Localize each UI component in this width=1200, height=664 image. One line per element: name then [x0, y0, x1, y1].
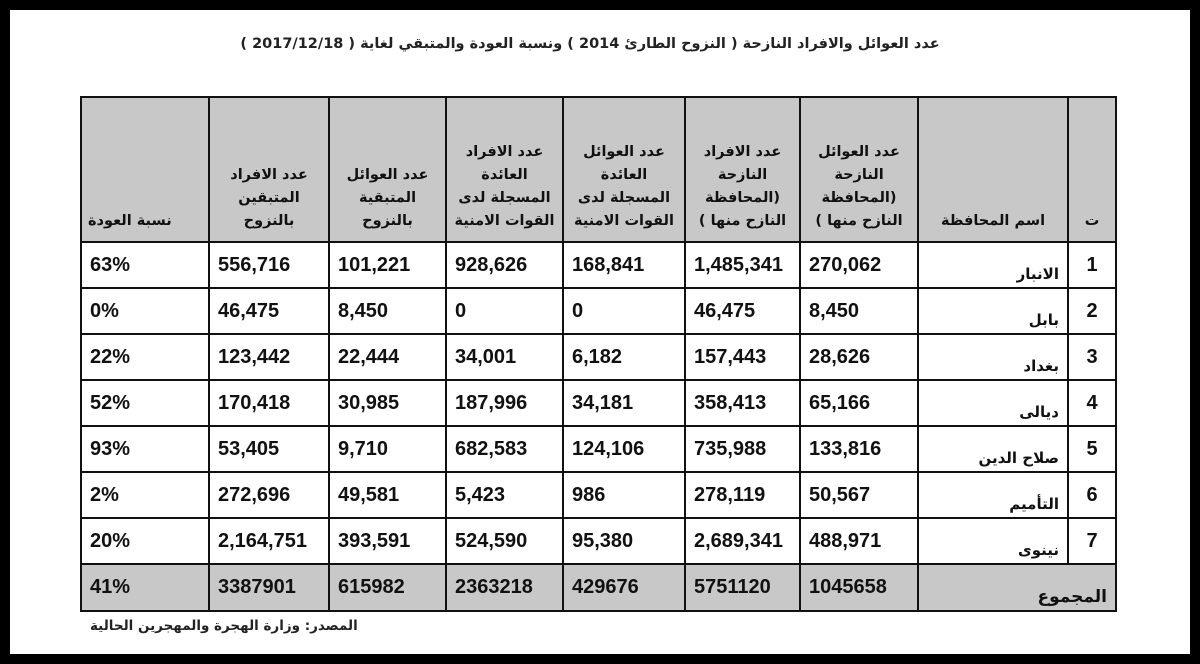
table-row: 7 نينوى 488,971 2,689,341 95,380 524,590…	[80, 517, 1117, 565]
table-row: 1 الانبار 270,062 1,485,341 168,841 928,…	[80, 241, 1117, 289]
cell-return-rate: 93%	[80, 425, 210, 473]
table-row: 5 صلاح الدين 133,816 735,988 124,106 682…	[80, 425, 1117, 473]
total-remaining-individuals: 3387901	[208, 563, 330, 612]
cell-remaining-individuals: 46,475	[208, 287, 330, 335]
cell-returned-families: 6,182	[562, 333, 686, 381]
header-displaced-individuals: عدد الافراد النازحة (المحافظة النازح منه…	[684, 96, 801, 243]
cell-remaining-individuals: 53,405	[208, 425, 330, 473]
row-index: 6	[1067, 471, 1117, 519]
cell-returned-individuals: 524,590	[445, 517, 564, 565]
cell-remaining-individuals: 272,696	[208, 471, 330, 519]
header-index: ت	[1067, 96, 1117, 243]
row-index: 5	[1067, 425, 1117, 473]
row-index: 2	[1067, 287, 1117, 335]
cell-return-rate: 20%	[80, 517, 210, 565]
row-governorate: بابل	[917, 287, 1069, 335]
cell-returned-families: 95,380	[562, 517, 686, 565]
cell-remaining-families: 30,985	[328, 379, 447, 427]
cell-return-rate: 22%	[80, 333, 210, 381]
cell-displaced-families: 8,450	[799, 287, 919, 335]
row-governorate: نينوى	[917, 517, 1069, 565]
header-governorate: اسم المحافظة	[917, 96, 1069, 243]
header-remaining-individuals: عدد الافراد المتبقين بالنزوح	[208, 96, 330, 243]
cell-remaining-individuals: 2,164,751	[208, 517, 330, 565]
document-sheet: عدد العوائل والافراد النازحة ( النزوح ال…	[10, 10, 1190, 654]
header-return-rate: نسبة العودة	[80, 96, 210, 243]
cell-displaced-families: 50,567	[799, 471, 919, 519]
cell-displaced-individuals: 1,485,341	[684, 241, 801, 289]
cell-returned-families: 986	[562, 471, 686, 519]
cell-displaced-individuals: 2,689,341	[684, 517, 801, 565]
header-remaining-families: عدد العوائل المتبقية بالنزوح	[328, 96, 447, 243]
cell-returned-families: 124,106	[562, 425, 686, 473]
source-note: المصدر: وزارة الهجرة والمهجرين الحالية	[90, 618, 358, 634]
row-index: 3	[1067, 333, 1117, 381]
cell-remaining-individuals: 123,442	[208, 333, 330, 381]
table-row: 3 بغداد 28,626 157,443 6,182 34,001 22,4…	[80, 333, 1117, 381]
total-displaced-families: 1045658	[799, 563, 919, 612]
total-return-rate: 41%	[80, 563, 210, 612]
row-governorate: التأميم	[917, 471, 1069, 519]
row-governorate: صلاح الدين	[917, 425, 1069, 473]
cell-return-rate: 63%	[80, 241, 210, 289]
header-row: ت اسم المحافظة عدد العوائل النازحة (المح…	[80, 96, 1117, 243]
table-title: عدد العوائل والافراد النازحة ( النزوح ال…	[240, 36, 940, 52]
row-index: 4	[1067, 379, 1117, 427]
cell-displaced-families: 65,166	[799, 379, 919, 427]
cell-remaining-individuals: 556,716	[208, 241, 330, 289]
total-remaining-families: 615982	[328, 563, 447, 612]
cell-remaining-families: 22,444	[328, 333, 447, 381]
total-row: المجموع 1045658 5751120 429676 2363218 6…	[80, 563, 1117, 612]
row-governorate: الانبار	[917, 241, 1069, 289]
header-displaced-families: عدد العوائل النازحة (المحافظة النازح منه…	[799, 96, 919, 243]
cell-returned-individuals: 34,001	[445, 333, 564, 381]
cell-displaced-families: 270,062	[799, 241, 919, 289]
cell-displaced-individuals: 278,119	[684, 471, 801, 519]
cell-remaining-families: 8,450	[328, 287, 447, 335]
table-row: 2 بابل 8,450 46,475 0 0 8,450 46,475 0%	[80, 287, 1117, 335]
table-row: 4 ديالى 65,166 358,413 34,181 187,996 30…	[80, 379, 1117, 427]
row-governorate: بغداد	[917, 333, 1069, 381]
cell-returned-individuals: 187,996	[445, 379, 564, 427]
cell-returned-individuals: 928,626	[445, 241, 564, 289]
total-displaced-individuals: 5751120	[684, 563, 801, 612]
table-row: 6 التأميم 50,567 278,119 986 5,423 49,58…	[80, 471, 1117, 519]
cell-displaced-individuals: 46,475	[684, 287, 801, 335]
cell-remaining-families: 393,591	[328, 517, 447, 565]
cell-displaced-families: 133,816	[799, 425, 919, 473]
displacement-table: ت اسم المحافظة عدد العوائل النازحة (المح…	[80, 96, 1117, 612]
cell-return-rate: 2%	[80, 471, 210, 519]
cell-displaced-individuals: 358,413	[684, 379, 801, 427]
header-returned-individuals: عدد الافراد العائدة المسجلة لدى القوات ا…	[445, 96, 564, 243]
cell-returned-individuals: 0	[445, 287, 564, 335]
cell-returned-individuals: 682,583	[445, 425, 564, 473]
cell-remaining-families: 49,581	[328, 471, 447, 519]
cell-remaining-families: 9,710	[328, 425, 447, 473]
cell-displaced-individuals: 735,988	[684, 425, 801, 473]
row-index: 7	[1067, 517, 1117, 565]
cell-remaining-families: 101,221	[328, 241, 447, 289]
cell-return-rate: 52%	[80, 379, 210, 427]
row-index: 1	[1067, 241, 1117, 289]
cell-returned-individuals: 5,423	[445, 471, 564, 519]
total-returned-individuals: 2363218	[445, 563, 564, 612]
cell-displaced-individuals: 157,443	[684, 333, 801, 381]
cell-returned-families: 168,841	[562, 241, 686, 289]
total-returned-families: 429676	[562, 563, 686, 612]
cell-remaining-individuals: 170,418	[208, 379, 330, 427]
header-returned-families: عدد العوائل العائدة المسجلة لدى القوات ا…	[562, 96, 686, 243]
total-label: المجموع	[917, 563, 1117, 612]
cell-displaced-families: 28,626	[799, 333, 919, 381]
cell-returned-families: 0	[562, 287, 686, 335]
cell-displaced-families: 488,971	[799, 517, 919, 565]
cell-returned-families: 34,181	[562, 379, 686, 427]
row-governorate: ديالى	[917, 379, 1069, 427]
cell-return-rate: 0%	[80, 287, 210, 335]
